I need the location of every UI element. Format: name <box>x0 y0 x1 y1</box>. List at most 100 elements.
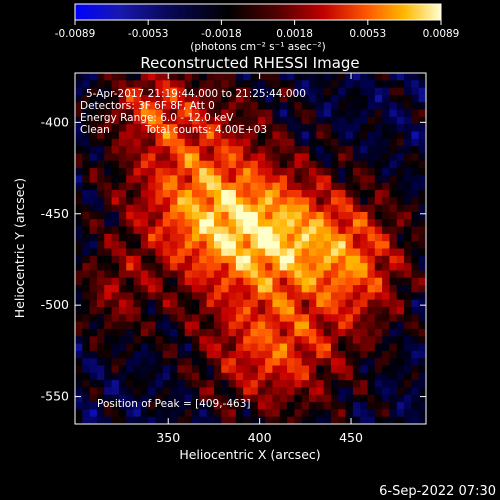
heatmap-cell <box>126 416 134 424</box>
heatmap-cell <box>82 197 91 206</box>
heatmap-cell <box>360 380 368 388</box>
heatmap-cell <box>272 416 281 424</box>
heatmap-cell <box>323 387 332 396</box>
heatmap-cell <box>162 190 171 198</box>
heatmap-cell <box>309 372 317 381</box>
heatmap-cell <box>206 372 215 381</box>
heatmap-cell <box>287 299 295 308</box>
heatmap-cell <box>184 138 193 147</box>
heatmap-cell <box>228 226 237 235</box>
heatmap-cell <box>352 285 361 293</box>
heatmap-cell <box>221 94 229 103</box>
heatmap-cell <box>199 73 208 81</box>
heatmap-cell <box>265 314 273 323</box>
heatmap-cell <box>133 226 142 235</box>
heatmap-cell <box>126 394 134 403</box>
heatmap-cell <box>272 219 281 227</box>
heatmap-cell <box>418 365 426 374</box>
heatmap-cell <box>82 102 91 110</box>
heatmap-cell <box>111 358 120 366</box>
heatmap-cell <box>345 219 354 227</box>
heatmap-cell <box>184 124 193 132</box>
heatmap-cell <box>389 372 398 381</box>
heatmap-cell <box>89 248 98 257</box>
heatmap-cell <box>89 204 98 213</box>
heatmap-cell <box>265 102 273 110</box>
heatmap-cell <box>309 168 317 176</box>
heatmap-cell <box>265 416 273 424</box>
heatmap-cell <box>199 255 208 264</box>
heatmap-cell <box>192 299 200 308</box>
heatmap-cell <box>177 87 186 96</box>
colorbar-label: (photons cm⁻² s⁻¹ asec⁻²) <box>190 41 325 53</box>
heatmap-cell <box>126 73 134 81</box>
heatmap-cell <box>338 365 346 374</box>
heatmap-cell <box>360 233 368 242</box>
heatmap-cell <box>104 80 112 89</box>
heatmap-cell <box>221 80 229 89</box>
heatmap-cell <box>382 211 390 220</box>
heatmap-cell <box>374 109 383 118</box>
heatmap-cell <box>104 285 112 293</box>
heatmap-cell <box>89 270 98 279</box>
heatmap-cell <box>257 138 266 147</box>
heatmap-cell <box>221 211 229 220</box>
heatmap-cell <box>243 168 251 176</box>
heatmap-cell <box>82 255 91 264</box>
heatmap-cell <box>352 416 361 424</box>
heatmap-cell <box>104 146 112 154</box>
heatmap-cell <box>272 153 281 162</box>
heatmap-cell <box>309 226 317 235</box>
heatmap-cell <box>330 153 339 162</box>
heatmap-cell <box>235 160 244 169</box>
heatmap-cell <box>199 87 208 96</box>
heatmap-cell <box>272 328 281 337</box>
heatmap-cell <box>279 336 288 344</box>
heatmap-cell <box>170 263 178 271</box>
heatmap-cell <box>213 409 222 418</box>
heatmap-cell <box>170 270 178 279</box>
heatmap-cell <box>411 175 420 184</box>
heatmap-cell <box>257 197 266 206</box>
heatmap-cell <box>301 372 310 381</box>
heatmap-cell <box>221 387 229 396</box>
heatmap-cell <box>382 204 390 213</box>
heatmap-cell <box>389 211 398 220</box>
heatmap-cell <box>287 336 295 344</box>
heatmap-cell <box>126 131 134 140</box>
heatmap-cell <box>228 299 237 308</box>
heatmap-cell <box>265 109 273 118</box>
heatmap-cell <box>206 336 215 344</box>
x-tick-label: 400 <box>248 430 272 445</box>
heatmap-cell <box>213 314 222 323</box>
heatmap-cell <box>265 372 273 381</box>
heatmap-cell <box>206 138 215 147</box>
heatmap-cell <box>374 138 383 147</box>
heatmap-cell <box>265 336 273 344</box>
heatmap-cell <box>396 160 405 169</box>
heatmap-cell <box>265 365 273 374</box>
heatmap-cell <box>126 285 134 293</box>
heatmap-cell <box>75 380 83 388</box>
colorbar: -0.0089 -0.0053 -0.0018 0.0018 0.0053 0.0089 … <box>55 3 459 53</box>
heatmap-cell <box>170 94 178 103</box>
heatmap-cell <box>243 153 251 162</box>
heatmap-cell <box>338 285 346 293</box>
heatmap-cell <box>352 321 361 330</box>
colorbar-tick-label: 0.0053 <box>349 28 386 40</box>
heatmap-cell <box>213 358 222 366</box>
heatmap-cell <box>338 197 346 206</box>
heatmap-cell <box>96 299 105 308</box>
heatmap-cell <box>228 102 237 110</box>
heatmap-cell <box>250 197 259 206</box>
heatmap-cell <box>206 168 215 176</box>
heatmap-cell <box>352 131 361 140</box>
heatmap-cell <box>104 204 112 213</box>
heatmap-cell <box>184 270 193 279</box>
heatmap-cell <box>118 175 127 184</box>
heatmap-cell <box>111 314 120 323</box>
heatmap-cell <box>287 365 295 374</box>
heatmap-cell <box>411 358 420 366</box>
heatmap-cell <box>301 197 310 206</box>
heatmap-cell <box>352 336 361 344</box>
